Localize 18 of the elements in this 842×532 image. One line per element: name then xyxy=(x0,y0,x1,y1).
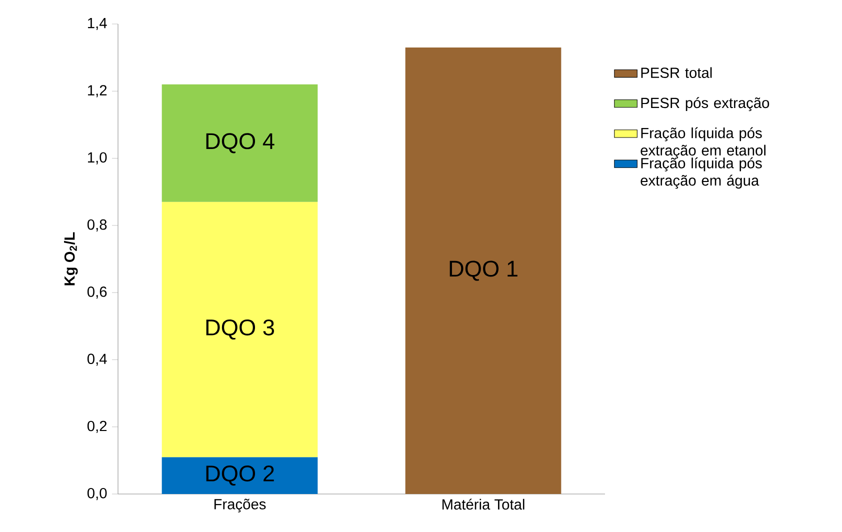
y-tick-label: 1,4 xyxy=(88,18,107,30)
x-tick-label: Matéria Total xyxy=(442,498,524,510)
y-tick-label: 0,0 xyxy=(87,488,107,500)
y-tick-label: 0,6 xyxy=(87,286,107,299)
annotation: DQO 2 xyxy=(206,465,274,486)
legend-label: Fração líquida pós extração em água xyxy=(640,157,762,189)
y-tick-label: 0,4 xyxy=(87,354,107,366)
y-tick-label: 1,2 xyxy=(88,85,107,98)
y-tick-label: 0,2 xyxy=(87,420,107,433)
legend-label: PESR total xyxy=(641,67,712,78)
y-tick-label: 0,8 xyxy=(87,219,107,232)
y-axis-title: Kg O$_{2}$/L xyxy=(64,232,78,286)
annotation: DQO 1 xyxy=(450,260,518,281)
annotation: DQO 4 xyxy=(206,133,274,154)
x-tick-label: Frações xyxy=(214,498,266,512)
annotation: DQO 3 xyxy=(206,319,274,340)
y-tick-label: 1,0 xyxy=(88,152,107,164)
legend-label: PESR pós extração xyxy=(641,97,770,112)
